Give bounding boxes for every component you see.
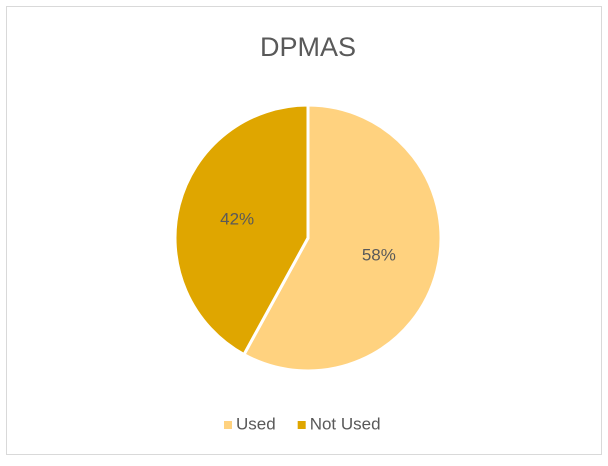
pie-slice [173, 103, 310, 357]
legend-label: Not Used [310, 414, 381, 433]
data-label: 42% [220, 209, 254, 228]
chart-title: DPMAS [260, 32, 356, 62]
legend-swatch [297, 421, 306, 429]
legend-label: Used [236, 414, 276, 433]
data-label: 58% [362, 246, 396, 265]
pie-slice [241, 103, 443, 373]
legend-swatch [224, 421, 232, 429]
